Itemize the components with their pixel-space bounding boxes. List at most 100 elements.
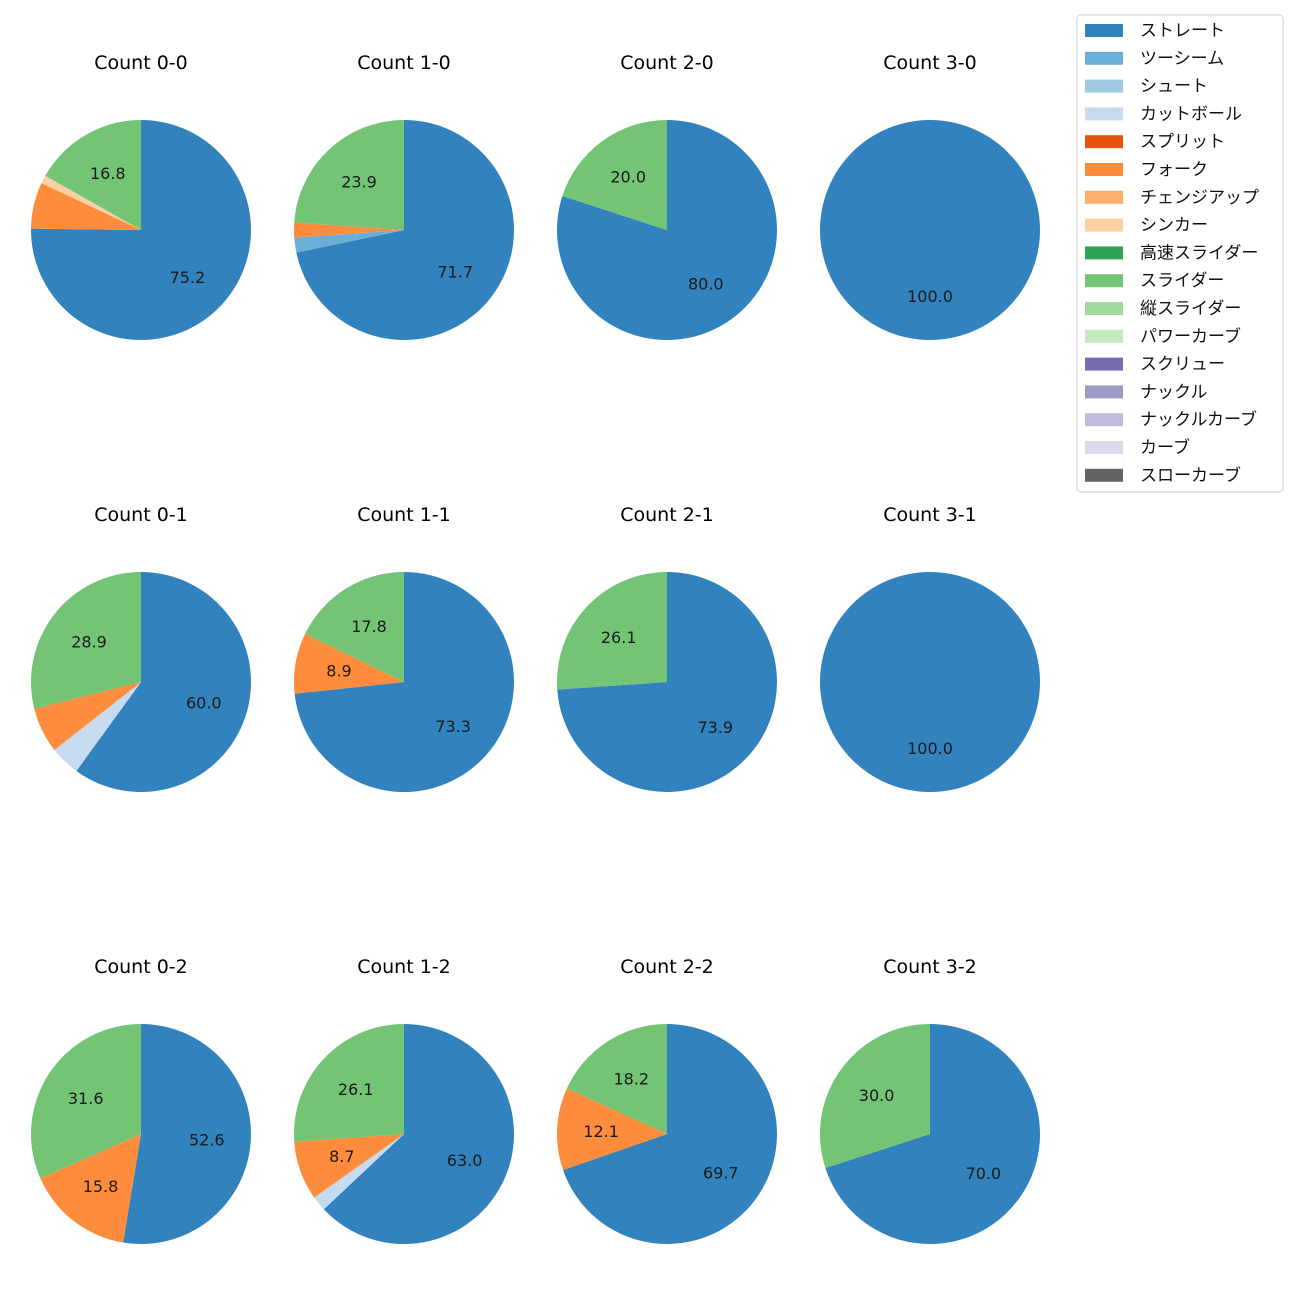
- legend-swatch: [1085, 329, 1123, 343]
- pie-slice: [820, 572, 1040, 792]
- legend-swatch: [1085, 24, 1123, 37]
- pie-slice: [819, 1024, 930, 1168]
- pie-4: Count 3-0 100.0: [820, 52, 1040, 340]
- pie-slice: [34, 682, 141, 750]
- legend-swatch: [1085, 51, 1123, 65]
- slice-label: 8.9: [326, 662, 351, 681]
- legend-swatch: [1085, 246, 1123, 260]
- pie-title: Count 3-2: [883, 956, 977, 978]
- pie-title: Count 3-0: [883, 52, 977, 74]
- legend-swatch: [1085, 385, 1123, 399]
- pie-slice: [123, 1024, 251, 1244]
- pie-slice: [323, 1024, 514, 1244]
- pie-slice: [825, 1024, 1040, 1244]
- pie-11: Count 2-2 69.7 12.1 18.2: [556, 956, 777, 1245]
- legend-swatch: [1085, 135, 1123, 149]
- pie-slice: [45, 120, 141, 230]
- pie-slice: [40, 1134, 141, 1243]
- pie-slice: [314, 1134, 404, 1210]
- pie-10: Count 1-2 63.0 8.7 26.1: [293, 956, 514, 1244]
- legend: ストレートツーシームシュートカットボールスプリットフォークチェンジアップシンカー…: [1076, 14, 1284, 493]
- pie-slice: [556, 1088, 667, 1170]
- legend-label: 高速スライダー: [1140, 243, 1258, 263]
- legend-swatch: [1085, 218, 1123, 232]
- legend-label: パワーカーブ: [1140, 326, 1241, 347]
- legend-label: フォーク: [1140, 160, 1208, 180]
- pie-slice: [31, 572, 141, 709]
- pie-title: Count 2-0: [620, 52, 714, 74]
- legend-swatch: [1085, 468, 1123, 482]
- pie-title: Count 3-1: [883, 504, 977, 526]
- pie-9: Count 0-2 52.6 15.8 31.6: [30, 956, 251, 1244]
- slice-label: 12.1: [583, 1122, 619, 1141]
- slice-label: 70.0: [966, 1164, 1002, 1183]
- pie-slice: [556, 120, 777, 340]
- pie-slice: [294, 633, 404, 694]
- slice-label: 80.0: [688, 274, 724, 293]
- pie-slice: [305, 572, 404, 682]
- pie-3: Count 2-0 80.0 20.0: [556, 52, 777, 340]
- pie-slice: [562, 120, 667, 230]
- pie-slice: [294, 1134, 404, 1198]
- slice-label: 18.2: [613, 1070, 649, 1089]
- legend-label: ナックル: [1140, 382, 1208, 402]
- pie-slice: [293, 1023, 404, 1142]
- slice-label: 69.7: [703, 1163, 739, 1182]
- pie-7: Count 2-1 73.9 26.1: [556, 504, 777, 792]
- legend-label: スライダー: [1140, 271, 1224, 291]
- pie-slice: [76, 572, 251, 792]
- pie-slice: [54, 682, 142, 771]
- pie-slice: [566, 1024, 667, 1134]
- pie-title: Count 0-0: [94, 52, 188, 74]
- slice-label: 71.7: [437, 263, 473, 282]
- slice-label: 8.7: [329, 1147, 354, 1166]
- legend-swatch: [1085, 107, 1123, 121]
- slice-label: 73.9: [697, 718, 733, 737]
- slice-label: 73.3: [435, 717, 471, 736]
- pie-2: Count 1-0 71.7 23.9: [293, 52, 515, 340]
- pie-slice: [563, 1024, 777, 1245]
- slice-label: 100.0: [907, 739, 953, 758]
- pie-6: Count 1-1 73.3 8.9 17.8: [294, 504, 515, 792]
- legend-label: スプリット: [1140, 132, 1225, 152]
- slice-label: 28.9: [71, 632, 107, 651]
- legend-swatch: [1085, 163, 1123, 176]
- pie-slice: [30, 1024, 141, 1179]
- legend-label: カーブ: [1140, 437, 1190, 458]
- legend-swatch: [1085, 413, 1123, 427]
- pie-title: Count 1-2: [357, 956, 451, 978]
- pie-title: Count 1-0: [357, 52, 451, 74]
- legend-swatch: [1085, 79, 1123, 93]
- pie-slice: [820, 120, 1040, 340]
- legend-label: チェンジアップ: [1140, 188, 1259, 208]
- legend-label: ツーシーム: [1140, 49, 1224, 69]
- legend-swatch: [1085, 302, 1123, 315]
- pie-1: Count 0-0 75.2 16.8: [31, 52, 252, 340]
- pie-slice: [31, 183, 141, 230]
- pie-5: Count 0-1 60.0 28.9: [31, 504, 251, 792]
- pie-title: Count 0-1: [94, 504, 188, 526]
- legend-label: シンカー: [1140, 216, 1208, 236]
- pie-title: Count 1-1: [357, 504, 451, 526]
- slice-label: 63.0: [447, 1151, 483, 1170]
- pie-8: Count 3-1 100.0: [820, 504, 1040, 792]
- slice-label: 31.6: [68, 1089, 104, 1108]
- slice-label: 26.1: [338, 1080, 374, 1099]
- legend-label: スクリュー: [1140, 355, 1225, 375]
- pie-slice: [293, 222, 404, 238]
- pie-slice: [556, 572, 667, 690]
- pie-slice: [294, 230, 404, 253]
- slice-label: 52.6: [189, 1130, 225, 1149]
- legend-label: カットボール: [1140, 104, 1242, 124]
- legend-label: ストレート: [1140, 21, 1225, 41]
- legend-swatch: [1085, 190, 1123, 204]
- legend-label: 縦スライダー: [1140, 299, 1241, 319]
- slice-label: 17.8: [351, 617, 387, 636]
- slice-label: 20.0: [610, 168, 646, 187]
- pie-title: Count 2-1: [620, 504, 714, 526]
- legend-label: ナックルカーブ: [1140, 409, 1257, 430]
- slice-label: 60.0: [186, 693, 222, 712]
- legend-frame: [1076, 14, 1284, 493]
- pie-slice: [31, 120, 252, 340]
- pie-title: Count 2-2: [620, 956, 714, 978]
